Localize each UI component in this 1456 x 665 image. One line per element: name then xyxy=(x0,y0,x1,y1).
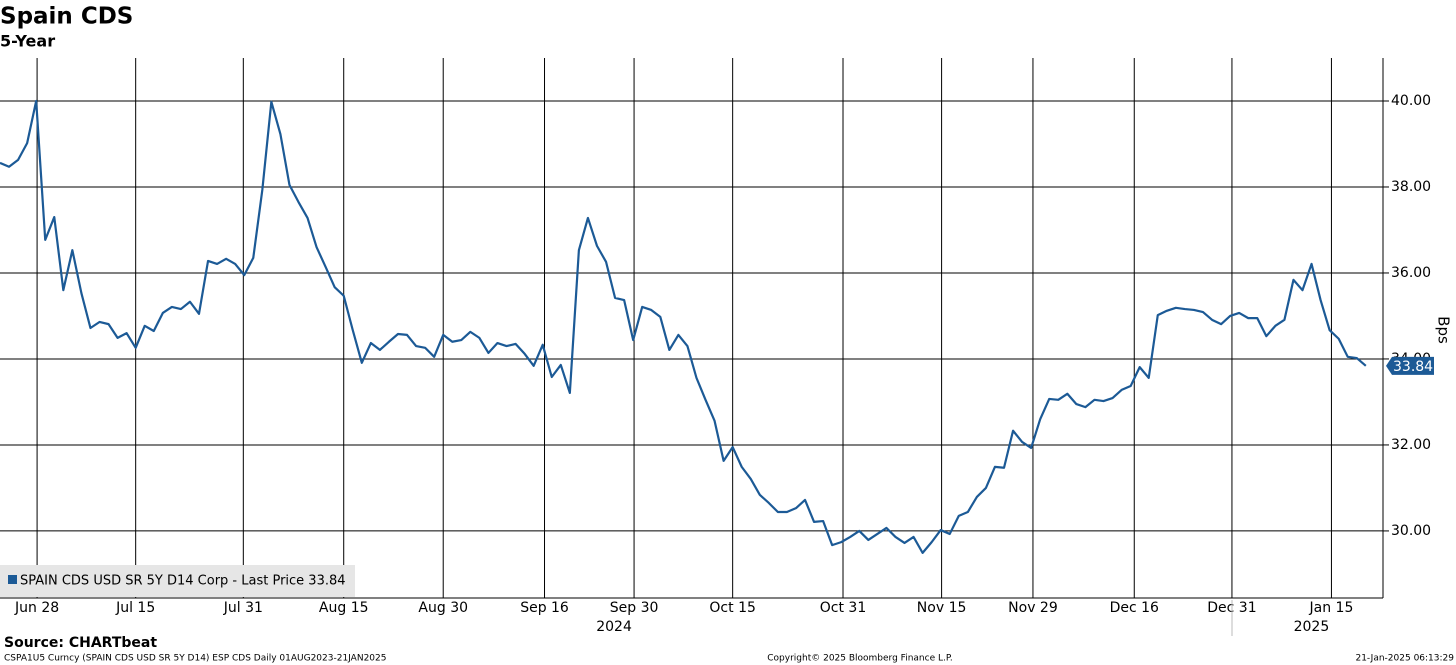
footer-center: Copyright© 2025 Bloomberg Finance L.P. xyxy=(767,654,952,664)
x-tick-label: Sep 30 xyxy=(610,600,659,616)
x-tick-label: Nov 29 xyxy=(1008,600,1058,616)
y-tick-label: 30.00 xyxy=(1391,523,1431,539)
year-label: 2024 xyxy=(596,619,632,635)
source: Source: CHARTbeat xyxy=(4,635,157,651)
legend-label: SPAIN CDS USD SR 5Y D14 Corp - Last Pric… xyxy=(20,574,346,589)
legend-box xyxy=(0,565,355,597)
y-tick-label: 36.00 xyxy=(1391,265,1431,281)
x-tick-label: Jan 15 xyxy=(1309,600,1354,616)
last-price-label: 33.84 xyxy=(1393,359,1433,375)
chart-subtitle: 5-Year xyxy=(0,32,55,51)
legend-swatch xyxy=(8,575,17,584)
footer-right: 21-Jan-2025 06:13:29 xyxy=(1355,654,1454,664)
x-tick-label: Aug 15 xyxy=(319,600,369,616)
x-tick-label: Jul 15 xyxy=(115,600,155,616)
x-tick-label: Oct 31 xyxy=(820,600,866,616)
x-tick-label: Jun 28 xyxy=(14,600,59,616)
data-line xyxy=(0,99,1367,554)
footer-left: CSPA1U5 Curncy (SPAIN CDS USD SR 5Y D14)… xyxy=(4,654,386,664)
x-tick-label: Dec 16 xyxy=(1110,600,1159,616)
x-tick-label: Nov 15 xyxy=(917,600,967,616)
y-tick-label: 40.00 xyxy=(1391,93,1431,109)
chart-title: Spain CDS xyxy=(0,4,133,30)
x-tick-label: Aug 30 xyxy=(418,600,468,616)
x-tick-label: Sep 16 xyxy=(520,600,569,616)
x-tick-label: Jul 31 xyxy=(223,600,263,616)
y-tick-label: 32.00 xyxy=(1391,437,1431,453)
year-label: 2025 xyxy=(1294,619,1330,635)
last-price-tag xyxy=(1386,356,1434,375)
x-tick-label: Oct 15 xyxy=(709,600,755,616)
y-axis-label: Bps xyxy=(1435,316,1453,344)
y-tick-label: 38.00 xyxy=(1391,179,1431,195)
